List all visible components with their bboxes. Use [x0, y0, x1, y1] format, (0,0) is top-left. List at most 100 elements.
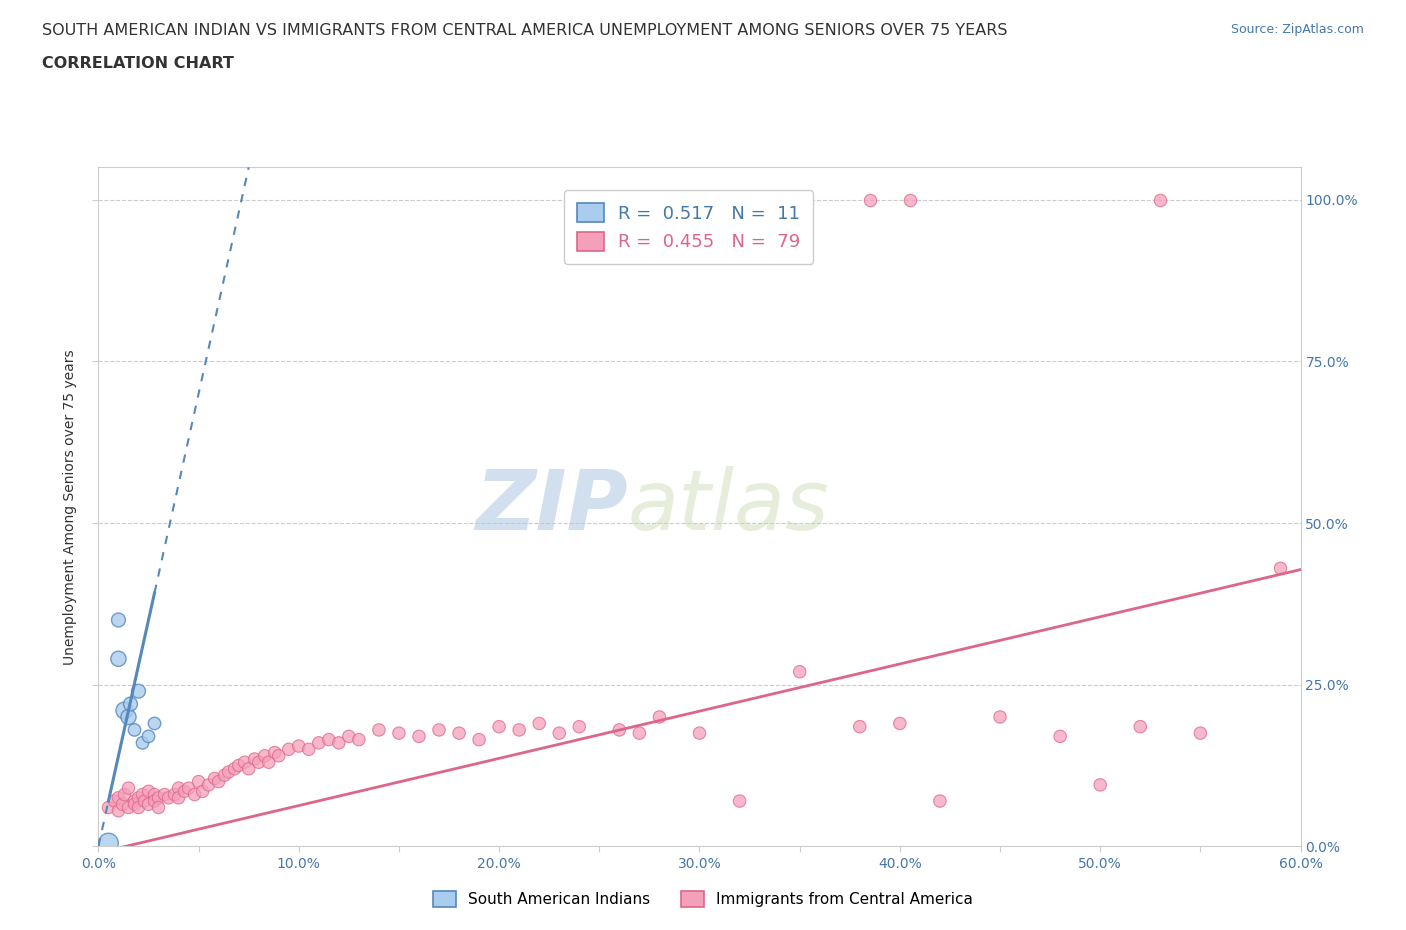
Point: [648, 710, 671, 724]
Point: [308, 736, 330, 751]
Point: [131, 787, 153, 802]
Point: [218, 764, 240, 779]
Point: [298, 742, 321, 757]
Point: [889, 716, 911, 731]
Point: [988, 710, 1011, 724]
Point: [143, 787, 166, 802]
Point: [328, 736, 350, 751]
Text: ZIP: ZIP: [475, 466, 627, 548]
Point: [1149, 193, 1171, 207]
Point: [107, 613, 129, 628]
Point: [447, 725, 470, 740]
Point: [789, 664, 811, 679]
Point: [107, 804, 129, 818]
Point: [859, 193, 882, 207]
Point: [257, 755, 280, 770]
Point: [128, 800, 150, 815]
Point: [117, 800, 139, 815]
Point: [1088, 777, 1111, 792]
Point: [488, 719, 510, 734]
Point: [288, 738, 311, 753]
Point: [548, 725, 571, 740]
Point: [263, 745, 285, 760]
Point: [143, 716, 166, 731]
Point: [124, 793, 146, 808]
Point: [103, 793, 125, 808]
Point: [1129, 719, 1152, 734]
Point: [1189, 725, 1212, 740]
Point: [187, 774, 209, 789]
Point: [153, 787, 176, 802]
Point: [1270, 561, 1292, 576]
Point: [277, 742, 299, 757]
Point: [117, 780, 139, 795]
Point: [97, 836, 120, 851]
Point: [114, 703, 136, 718]
Point: [204, 771, 226, 786]
Point: [134, 793, 156, 808]
Point: [157, 790, 180, 805]
Point: [197, 777, 219, 792]
Point: [529, 716, 551, 731]
Point: [347, 732, 370, 747]
Point: [233, 755, 256, 770]
Point: [167, 790, 190, 805]
Point: [728, 793, 751, 808]
Point: [628, 725, 651, 740]
Point: [183, 787, 205, 802]
Point: [148, 790, 170, 805]
Point: [929, 793, 952, 808]
Point: [849, 719, 872, 734]
Point: [267, 749, 290, 764]
Point: [228, 758, 250, 773]
Point: [163, 787, 186, 802]
Point: [138, 729, 160, 744]
Point: [111, 797, 134, 812]
Point: [408, 729, 430, 744]
Legend: South American Indians, Immigrants from Central America: South American Indians, Immigrants from …: [427, 884, 979, 913]
Point: [243, 751, 266, 766]
Point: [253, 749, 276, 764]
Point: [124, 723, 146, 737]
Point: [143, 793, 166, 808]
Point: [177, 780, 200, 795]
Point: [107, 790, 129, 805]
Point: [238, 762, 260, 777]
Text: SOUTH AMERICAN INDIAN VS IMMIGRANTS FROM CENTRAL AMERICA UNEMPLOYMENT AMONG SENI: SOUTH AMERICAN INDIAN VS IMMIGRANTS FROM…: [42, 23, 1008, 38]
Point: [609, 723, 631, 737]
Point: [427, 723, 450, 737]
Point: [208, 774, 231, 789]
Point: [214, 768, 236, 783]
Point: [247, 755, 270, 770]
Point: [468, 732, 491, 747]
Text: atlas: atlas: [627, 466, 830, 548]
Point: [128, 790, 150, 805]
Point: [138, 797, 160, 812]
Legend: R =  0.517   N =  11, R =  0.455   N =  79: R = 0.517 N = 11, R = 0.455 N = 79: [564, 190, 813, 264]
Point: [337, 729, 360, 744]
Point: [117, 710, 139, 724]
Point: [224, 762, 246, 777]
Point: [898, 193, 921, 207]
Point: [508, 723, 530, 737]
Point: [318, 732, 340, 747]
Point: [368, 723, 391, 737]
Point: [120, 697, 142, 711]
Point: [689, 725, 711, 740]
Point: [568, 719, 591, 734]
Point: [124, 797, 146, 812]
Text: Source: ZipAtlas.com: Source: ZipAtlas.com: [1230, 23, 1364, 36]
Point: [191, 784, 214, 799]
Point: [97, 800, 120, 815]
Point: [388, 725, 411, 740]
Point: [138, 784, 160, 799]
Point: [1049, 729, 1071, 744]
Point: [128, 684, 150, 698]
Point: [148, 800, 170, 815]
Point: [114, 787, 136, 802]
Point: [173, 784, 195, 799]
Point: [131, 736, 153, 751]
Text: CORRELATION CHART: CORRELATION CHART: [42, 56, 233, 71]
Point: [167, 780, 190, 795]
Y-axis label: Unemployment Among Seniors over 75 years: Unemployment Among Seniors over 75 years: [63, 349, 77, 665]
